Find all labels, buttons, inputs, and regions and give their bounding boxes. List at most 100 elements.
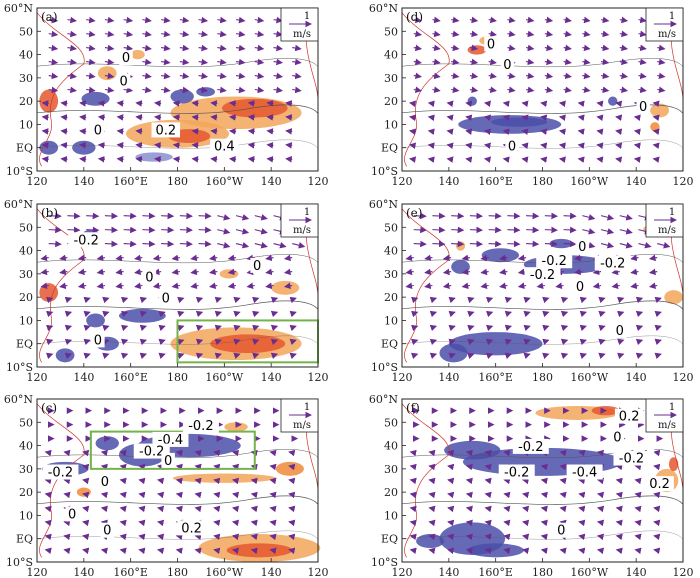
wind-vector-arrow (273, 86, 283, 94)
wind-vector-arrow (283, 254, 293, 262)
wind-vector-arrow (615, 505, 623, 513)
wind-vector-arrow (596, 128, 604, 135)
wind-vector-arrow (469, 44, 479, 52)
wind-vector-arrow (465, 533, 473, 541)
wind-vector-arrow (288, 491, 296, 499)
wind-vector-arrow (123, 30, 134, 38)
wind-vector-arrow (484, 533, 492, 541)
wind-vector-arrow (469, 226, 484, 234)
wind-vector-arrow (48, 72, 59, 80)
wind-vector-arrow (48, 212, 62, 220)
wind-vector-arrow (578, 449, 586, 457)
wind-vector-arrow (542, 310, 550, 318)
wind-vector-arrow (469, 58, 479, 66)
wind-vector-arrow (451, 16, 460, 24)
wind-vector-arrow (619, 16, 629, 24)
wind-vector-arrow (451, 58, 460, 66)
contour-line (401, 254, 684, 264)
wind-vector-arrow (536, 282, 545, 290)
wind-vector-arrow (488, 240, 502, 248)
contour-label: 0.2 (649, 477, 670, 492)
wind-vector-arrow (252, 324, 260, 332)
contour-label-bg (524, 267, 561, 283)
wind-vector-arrow (432, 72, 441, 80)
wind-vector-arrow (521, 142, 529, 149)
wind-vector-arrow (526, 44, 535, 52)
wind-vector-arrow (517, 254, 527, 262)
wind-vector-arrow (600, 228, 615, 235)
anomaly-patch (467, 543, 524, 558)
wind-vector-arrow (617, 338, 625, 346)
wind-vector-arrow (504, 310, 513, 318)
wind-vector-arrow (409, 114, 417, 122)
y-tick-label: 50 (384, 416, 398, 429)
wind-vector-arrow (198, 44, 209, 52)
wind-vector-arrow (135, 156, 143, 163)
contour-label: 0 (164, 454, 172, 469)
wind-vector-arrow (409, 505, 417, 513)
wind-vector-arrow (469, 72, 479, 80)
wind-vector-arrow (172, 156, 180, 163)
wind-vector-arrow (638, 242, 652, 249)
wind-vector-arrow (289, 338, 297, 346)
wind-vector-arrow (41, 128, 49, 135)
wind-vector-arrow (116, 156, 124, 163)
contour-label: -0.2 (504, 466, 529, 481)
wind-vector-arrow (596, 142, 604, 149)
x-tick-label: 160°W (570, 175, 608, 188)
wind-vector-arrow (139, 352, 148, 360)
wind-vector-arrow (483, 156, 492, 163)
wind-vector-arrow (596, 519, 605, 527)
wind-vector-arrow (507, 72, 516, 80)
wind-vector-arrow (83, 352, 91, 360)
contour-label: 0 (578, 240, 586, 255)
wind-vector-arrow (413, 212, 427, 220)
wind-vector-arrow (499, 282, 508, 290)
wind-vector-arrow (120, 324, 129, 332)
wind-vector-arrow (448, 338, 456, 346)
wind-vector-arrow (592, 282, 602, 290)
wind-vector-arrow (63, 449, 71, 457)
wind-vector-arrow (635, 352, 644, 360)
wind-vector-arrow (97, 156, 105, 163)
wind-vector-arrow (429, 338, 438, 346)
wind-vector-arrow (138, 491, 146, 499)
contour-label: -0.2 (73, 233, 98, 248)
wind-vector-arrow (285, 114, 293, 121)
wind-vector-arrow (235, 86, 246, 94)
x-tick-label: 160°W (205, 175, 243, 188)
wind-vector-arrow (555, 282, 564, 290)
x-tick-label: 160°E (478, 566, 513, 578)
contour-label-bg (133, 443, 170, 459)
wind-vector-arrow (214, 352, 222, 360)
wind-vector-arrow (600, 86, 610, 94)
reference-vector-value: 1 (304, 11, 310, 22)
wind-vector-arrow (488, 30, 497, 38)
x-tick-label: 160°E (113, 566, 148, 578)
wind-vector-arrow (48, 86, 59, 94)
anomaly-patch (275, 461, 304, 476)
wind-vector-arrow (596, 100, 604, 108)
wind-vector-arrow (100, 547, 108, 555)
wind-vector-arrow (79, 142, 87, 149)
wind-vector-arrow (247, 114, 255, 121)
wind-vector-arrow (44, 519, 52, 527)
wind-vector-arrow (119, 449, 127, 457)
wind-vector-arrow (270, 324, 279, 332)
wind-vector-arrow (429, 310, 438, 318)
wind-vector-arrow (633, 114, 641, 122)
wind-vector-arrow (177, 324, 185, 332)
wind-vector-arrow (596, 114, 604, 122)
wind-vector-arrow (217, 214, 231, 221)
anomaly-patch (118, 308, 166, 323)
wind-vector-arrow (161, 240, 175, 248)
wind-vector-arrow (235, 58, 246, 66)
wind-vector-arrow (560, 296, 569, 304)
wind-vector-arrow (503, 449, 511, 457)
wind-vector-arrow (83, 310, 91, 318)
wind-vector-arrow (228, 114, 237, 121)
wind-vector-arrow (540, 491, 548, 499)
wind-vector-arrow (104, 212, 119, 220)
wind-vector-arrow (634, 519, 642, 527)
